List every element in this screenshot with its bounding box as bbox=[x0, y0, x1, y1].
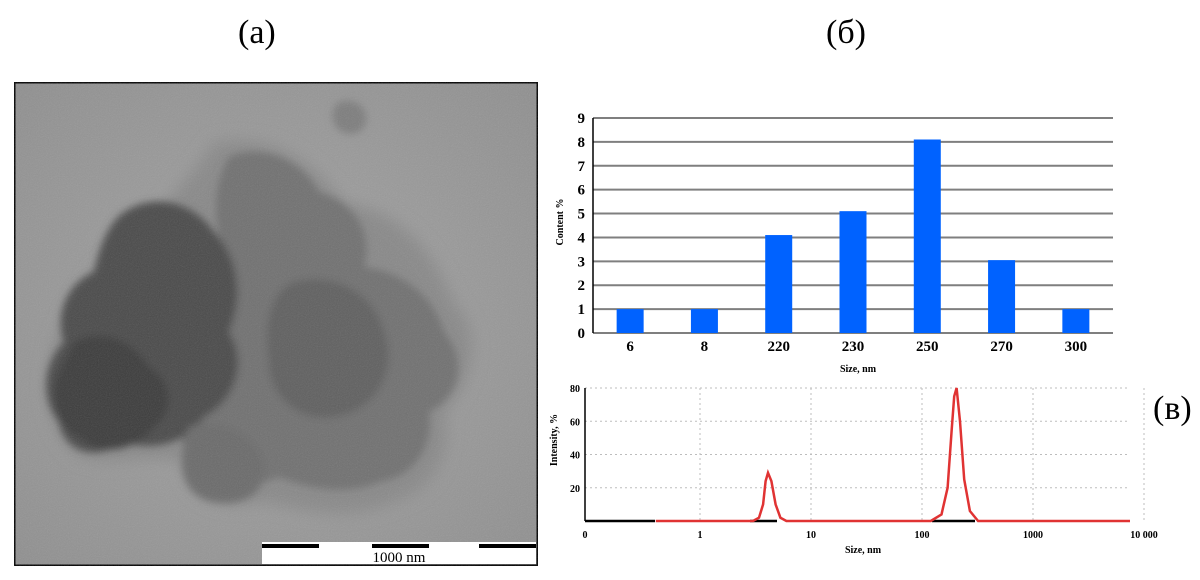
bar-y-tick-label: 5 bbox=[578, 207, 586, 223]
bar-chart-y-label: Content % bbox=[555, 199, 566, 246]
bar-chart-bars bbox=[616, 139, 1090, 333]
bar-y-tick-label: 8 bbox=[578, 135, 586, 151]
bar bbox=[616, 309, 644, 333]
panel-label-a: (a) bbox=[238, 14, 276, 51]
line-x-tick-label: 1000 bbox=[1023, 530, 1043, 541]
line-y-tick-label: 60 bbox=[570, 417, 580, 428]
bar-x-tick-label: 270 bbox=[990, 339, 1013, 355]
bar-y-tick-label: 4 bbox=[578, 230, 586, 246]
bar-x-tick-label: 300 bbox=[1065, 339, 1088, 355]
line-chart-y-ticks: 20 40 60 80 bbox=[570, 384, 580, 495]
line-x-tick-label: 10 000 bbox=[1130, 530, 1158, 541]
bar-x-tick-label: 220 bbox=[767, 339, 790, 355]
bar-y-tick-label: 3 bbox=[578, 254, 586, 270]
line-chart-series bbox=[655, 387, 1130, 523]
bar-y-tick-label: 6 bbox=[578, 183, 586, 199]
bar bbox=[1062, 309, 1090, 333]
bar-y-tick-label: 0 bbox=[578, 326, 586, 342]
bar-y-tick-label: 2 bbox=[578, 278, 586, 294]
line-chart-y-label: Intensity, % bbox=[549, 414, 560, 466]
tem-micrograph: 1000 nm bbox=[12, 80, 540, 568]
bar-x-tick-label: 250 bbox=[916, 339, 939, 355]
bar-chart-x-ticks: 6 8 220 230 250 270 300 bbox=[626, 339, 1087, 355]
bar bbox=[913, 139, 941, 333]
tem-grain bbox=[14, 82, 538, 566]
bar bbox=[765, 235, 793, 333]
line-chart-x-label: Size, nm bbox=[845, 545, 882, 556]
bar-y-tick-label: 9 bbox=[578, 111, 586, 127]
line-x-tick-label: 100 bbox=[915, 530, 930, 541]
scale-bar: 1000 nm bbox=[262, 542, 536, 566]
bar-chart: 0 1 2 3 4 5 6 7 8 9 6 8 220 230 250 270 300 Content % S… bbox=[555, 111, 1113, 375]
bar-x-tick-label: 230 bbox=[842, 339, 865, 355]
line-x-tick-label: 10 bbox=[806, 530, 816, 541]
line-chart-x-ticks: 0 1 10 100 1000 10 000 bbox=[583, 530, 1158, 541]
bar bbox=[690, 309, 718, 333]
tem-image: 1000 nm bbox=[12, 80, 540, 568]
line-y-tick-label: 80 bbox=[570, 384, 580, 395]
bar-chart-grid bbox=[593, 117, 1113, 334]
line-y-tick-label: 20 bbox=[570, 484, 580, 495]
bar-y-tick-label: 1 bbox=[578, 302, 586, 318]
line-y-tick-label: 40 bbox=[570, 451, 580, 462]
bar-chart-x-label: Size, nm bbox=[840, 364, 877, 375]
bar bbox=[988, 260, 1016, 333]
panel-label-c: (в) bbox=[1153, 390, 1192, 427]
bar-x-tick-label: 8 bbox=[701, 339, 709, 355]
line-x-tick-label: 0 bbox=[583, 530, 588, 541]
line-x-tick-label: 1 bbox=[698, 530, 703, 541]
line-chart-grid bbox=[585, 387, 1145, 521]
bar bbox=[839, 211, 867, 333]
bar-chart-y-ticks: 0 1 2 3 4 5 6 7 8 9 bbox=[578, 111, 586, 342]
bar-y-tick-label: 7 bbox=[578, 159, 586, 175]
bar-x-tick-label: 6 bbox=[626, 339, 634, 355]
panel-label-b: (б) bbox=[826, 14, 866, 51]
scale-bar-label: 1000 nm bbox=[373, 550, 426, 566]
